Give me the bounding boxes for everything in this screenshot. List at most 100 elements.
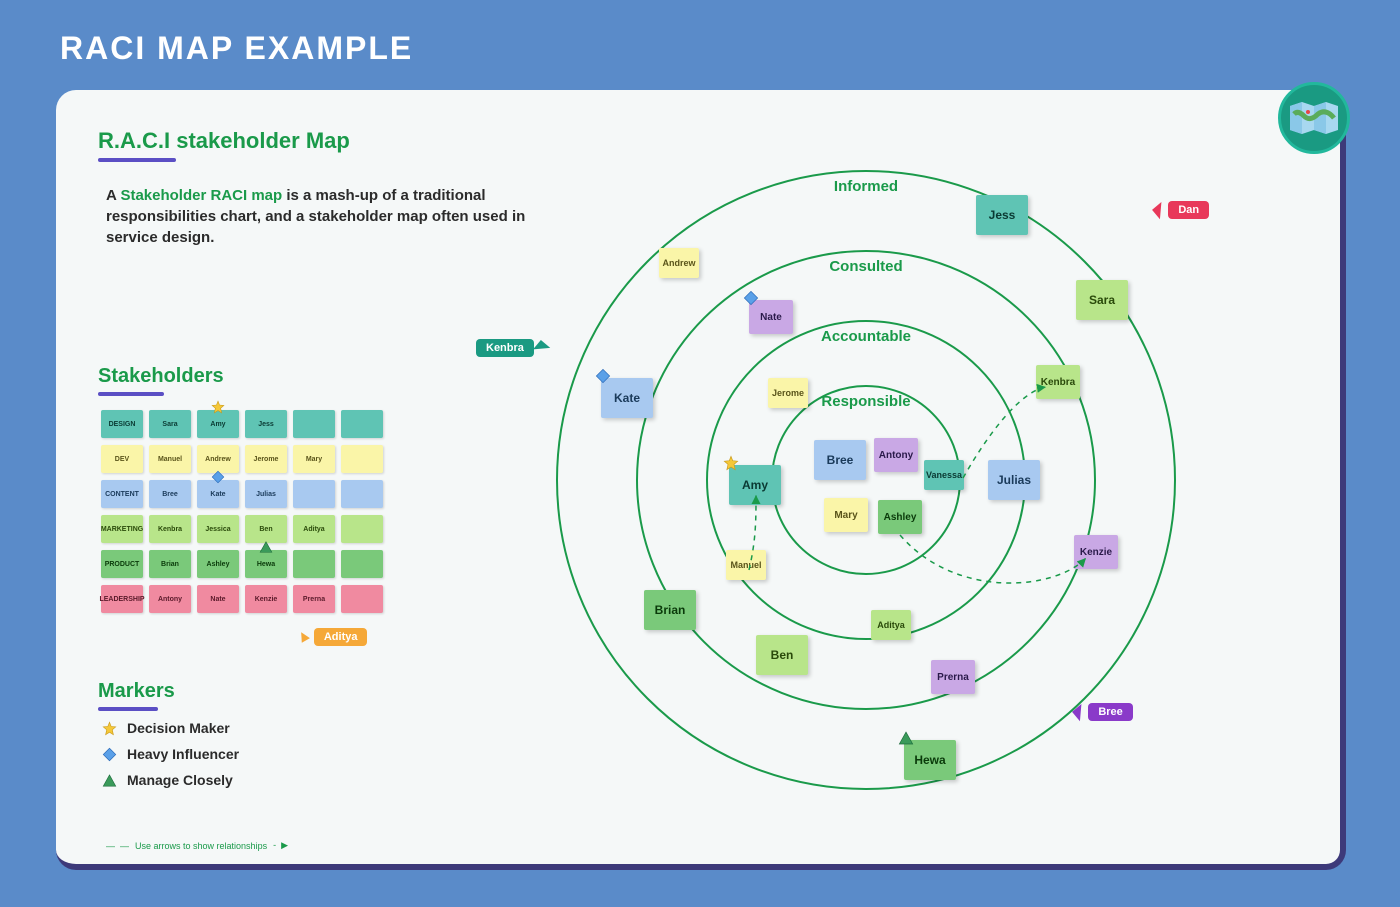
sticky-note[interactable]: Hewa xyxy=(904,740,956,780)
grid-cell[interactable]: Kenzie xyxy=(245,585,287,613)
grid-cell[interactable]: Kenbra xyxy=(149,515,191,543)
sticky-note[interactable]: Kenbra xyxy=(1036,365,1080,399)
grid-cell[interactable]: Jerome xyxy=(245,445,287,473)
star-icon xyxy=(101,721,117,736)
cursor-label: Dan xyxy=(1168,201,1209,219)
sticky-note[interactable]: Kate xyxy=(601,378,653,418)
star-icon xyxy=(723,455,739,474)
sticky-note[interactable]: Prerna xyxy=(931,660,975,694)
grid-row-header[interactable]: DEV xyxy=(101,445,143,473)
map-icon-badge xyxy=(1278,82,1350,154)
diamond-icon xyxy=(101,747,117,762)
hint-text: Use arrows to show relationships xyxy=(135,841,267,851)
grid-row-header[interactable]: DESIGN xyxy=(101,410,143,438)
dash-icon: — — xyxy=(106,841,129,851)
canvas: R.A.C.I stakeholder Map A Stakeholder RA… xyxy=(56,90,1346,870)
sticky-note[interactable]: Ashley xyxy=(878,500,922,534)
grid-cell[interactable]: Amy xyxy=(197,410,239,438)
cursor-label: Aditya xyxy=(314,628,368,646)
grid-cell[interactable]: Mary xyxy=(293,445,335,473)
grid-row: CONTENTBreeKateJulias xyxy=(101,480,383,508)
grid-cell[interactable] xyxy=(341,410,383,438)
ring-label: Responsible xyxy=(821,393,910,410)
underline-2 xyxy=(98,392,164,396)
grid-cell[interactable]: Antony xyxy=(149,585,191,613)
sticky-note[interactable]: Brian xyxy=(644,590,696,630)
grid-row-header[interactable]: MARKETING xyxy=(101,515,143,543)
sticky-note[interactable]: Manuel xyxy=(726,550,766,580)
diamond-icon xyxy=(595,368,611,387)
marker-legend-item: Decision Maker xyxy=(101,720,239,736)
sticky-note[interactable]: Andrew xyxy=(659,248,699,278)
sticky-note[interactable]: Aditya xyxy=(871,610,911,640)
grid-cell[interactable]: Brian xyxy=(149,550,191,578)
grid-row: LEADERSHIPAntonyNateKenziePrerna xyxy=(101,585,383,613)
desc-highlight: Stakeholder RACI map xyxy=(120,187,282,204)
grid-cell[interactable]: Hewa xyxy=(245,550,287,578)
sticky-note[interactable]: Jerome xyxy=(768,378,808,408)
grid-cell[interactable]: Manuel xyxy=(149,445,191,473)
stakeholder-grid: DESIGNSaraAmyJess DEVManuelAndrewJeromeMa… xyxy=(101,410,383,620)
sticky-note[interactable]: Bree xyxy=(814,440,866,480)
diamond-icon xyxy=(743,290,759,309)
grid-row-header[interactable]: CONTENT xyxy=(101,480,143,508)
grid-cell[interactable]: Aditya xyxy=(293,515,335,543)
grid-row: DEVManuelAndrewJeromeMary xyxy=(101,445,383,473)
marker-legend-label: Decision Maker xyxy=(127,720,230,736)
grid-cell[interactable]: Jess xyxy=(245,410,287,438)
grid-cell[interactable] xyxy=(341,445,383,473)
grid-cell[interactable] xyxy=(341,585,383,613)
grid-cell[interactable]: Kate xyxy=(197,480,239,508)
triangle-icon xyxy=(898,730,914,749)
ring-label: Accountable xyxy=(821,328,911,345)
grid-cell[interactable]: Julias xyxy=(245,480,287,508)
grid-cell[interactable]: Nate xyxy=(197,585,239,613)
sticky-note[interactable]: Mary xyxy=(824,498,868,532)
user-cursor: ◤Bree xyxy=(1074,702,1133,722)
grid-row: PRODUCTBrianAshleyHewa xyxy=(101,550,383,578)
sticky-note[interactable]: Ben xyxy=(756,635,808,675)
markers-legend: Decision Maker Heavy Influencer Manage Clo… xyxy=(101,710,239,798)
marker-legend-label: Heavy Influencer xyxy=(127,746,239,762)
grid-cell[interactable] xyxy=(341,515,383,543)
sticky-note[interactable]: Nate xyxy=(749,300,793,334)
grid-cell[interactable] xyxy=(293,480,335,508)
grid-row-header[interactable]: LEADERSHIP xyxy=(101,585,143,613)
sticky-note[interactable]: Kenzie xyxy=(1074,535,1118,569)
sticky-note[interactable]: Sara xyxy=(1076,280,1128,320)
grid-cell[interactable] xyxy=(293,550,335,578)
grid-cell[interactable] xyxy=(293,410,335,438)
grid-cell[interactable]: Ashley xyxy=(197,550,239,578)
grid-cell[interactable]: Jessica xyxy=(197,515,239,543)
sticky-note[interactable]: Jess xyxy=(976,195,1028,235)
section-title-markers: Markers xyxy=(98,680,175,703)
grid-cell[interactable]: Prerna xyxy=(293,585,335,613)
triangle-icon xyxy=(259,540,273,556)
grid-cell[interactable]: Ben xyxy=(245,515,287,543)
cursor-label: Kenbra xyxy=(476,339,534,357)
relationship-hint: — — Use arrows to show relationships - ▶ xyxy=(106,840,288,851)
grid-cell[interactable]: Bree xyxy=(149,480,191,508)
marker-legend-label: Manage Closely xyxy=(127,772,233,788)
sticky-note[interactable]: Antony xyxy=(874,438,918,472)
sticky-note[interactable]: Julias xyxy=(988,460,1040,500)
user-cursor: ◤Dan xyxy=(1154,200,1209,220)
grid-row-header[interactable]: PRODUCT xyxy=(101,550,143,578)
triangle-icon xyxy=(101,773,117,788)
description: A Stakeholder RACI map is a mash-up of a… xyxy=(106,185,576,248)
grid-cell[interactable] xyxy=(341,550,383,578)
cursor-pointer-icon: ◤ xyxy=(531,336,553,359)
grid-cell[interactable]: Andrew xyxy=(197,445,239,473)
sticky-note[interactable]: Amy xyxy=(729,465,781,505)
dash-arrow-icon: - ▶ xyxy=(273,840,288,851)
world-map-icon xyxy=(1290,102,1338,134)
cursor-aditya: ▲ Aditya xyxy=(296,628,367,646)
sticky-note[interactable]: Vanessa xyxy=(924,460,964,490)
marker-legend-item: Heavy Influencer xyxy=(101,746,239,762)
star-icon xyxy=(211,400,225,416)
grid-cell[interactable] xyxy=(341,480,383,508)
grid-cell[interactable]: Sara xyxy=(149,410,191,438)
grid-row: MARKETINGKenbraJessicaBenAditya xyxy=(101,515,383,543)
diamond-icon xyxy=(211,470,225,486)
grid-row: DESIGNSaraAmyJess xyxy=(101,410,383,438)
